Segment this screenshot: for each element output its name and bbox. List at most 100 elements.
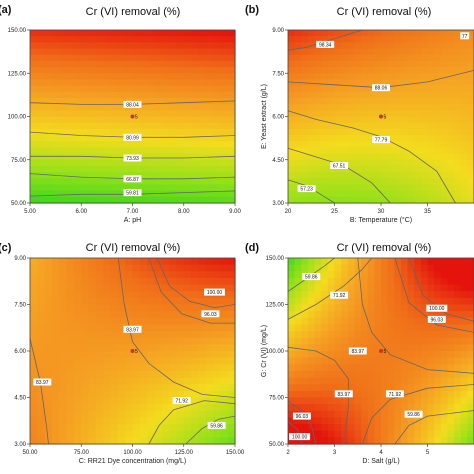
surface-cell: [414, 165, 422, 173]
y-tick-label: 4.50: [14, 396, 26, 402]
surface-cell: [407, 159, 415, 167]
surface-cell: [307, 36, 316, 43]
surface-cell: [381, 370, 389, 379]
surface-cell: [59, 128, 68, 136]
contour-label: 71.92: [333, 293, 346, 299]
surface-cell: [81, 91, 90, 99]
surface-cell: [154, 317, 163, 326]
surface-cell: [103, 317, 112, 326]
surface-cell: [213, 172, 221, 179]
contour-label: 100.00: [207, 290, 223, 296]
surface-cell: [37, 291, 46, 299]
surface-cell: [81, 337, 90, 345]
surface-cell: [367, 153, 375, 161]
surface-cell: [125, 73, 134, 81]
surface-cell: [400, 311, 409, 319]
surface-cell: [327, 271, 336, 279]
surface-cell: [205, 184, 214, 192]
surface-cell: [30, 104, 38, 111]
surface-cell: [321, 79, 329, 87]
surface-cell: [103, 384, 112, 392]
surface-cell: [427, 122, 435, 130]
y-tick-label: 150.00: [8, 28, 27, 34]
surface-cell: [307, 304, 316, 312]
surface-cell: [154, 404, 163, 412]
surface-cell: [81, 384, 90, 392]
surface-cell: [354, 60, 362, 68]
surface-cell: [407, 85, 415, 93]
surface-cell: [467, 351, 474, 359]
surface-cell: [103, 42, 112, 50]
surface-cell: [367, 73, 375, 81]
surface-cell: [414, 122, 422, 130]
surface-cell: [381, 122, 389, 130]
surface-cell: [213, 85, 221, 93]
surface-cell: [420, 141, 429, 148]
surface-cell: [327, 91, 336, 99]
surface-cell: [220, 277, 229, 286]
surface-cell: [132, 430, 141, 438]
surface-cell: [374, 60, 382, 68]
surface-cell: [139, 430, 148, 438]
surface-cell: [434, 135, 442, 142]
surface-cell: [30, 178, 38, 186]
surface-cell: [191, 184, 199, 192]
surface-cell: [147, 331, 156, 339]
surface-cell: [66, 36, 75, 43]
surface-cell: [51, 344, 60, 352]
surface-cell: [288, 196, 296, 204]
surface-cell: [347, 165, 356, 173]
surface-cell: [440, 79, 449, 87]
surface-cell: [407, 331, 415, 339]
surface-cell: [288, 190, 296, 198]
surface-cell: [66, 147, 75, 155]
y-tick-label: 4.50: [272, 158, 284, 164]
surface-cell: [205, 48, 214, 56]
surface-cell: [220, 311, 229, 319]
surface-cell: [213, 79, 221, 87]
surface-cell: [400, 384, 409, 392]
surface-cell: [139, 60, 148, 68]
surface-cell: [454, 291, 462, 299]
surface-cell: [37, 122, 46, 130]
surface-cell: [88, 311, 97, 319]
surface-cell: [321, 128, 329, 136]
chart-title: Cr (VI) removal (%): [337, 242, 432, 254]
surface-cell: [161, 153, 170, 161]
surface-cell: [394, 324, 402, 332]
surface-cell: [176, 147, 185, 155]
surface-cell: [59, 324, 68, 332]
surface-cell: [37, 364, 46, 372]
surface-cell: [440, 430, 449, 438]
surface-cell: [387, 67, 395, 74]
surface-cell: [37, 357, 46, 365]
surface-cell: [44, 147, 53, 155]
surface-cell: [81, 54, 90, 62]
surface-cell: [132, 377, 141, 385]
surface-cell: [95, 165, 104, 173]
surface-cell: [420, 172, 429, 179]
surface-cell: [381, 172, 389, 179]
panel-letter: (b): [245, 4, 259, 16]
surface-cell: [37, 67, 46, 74]
surface-cell: [95, 384, 104, 392]
surface-cell: [420, 291, 429, 299]
surface-cell: [147, 264, 156, 272]
surface-cell: [117, 178, 126, 186]
surface-cell: [161, 184, 170, 192]
surface-cell: [374, 370, 382, 379]
surface-cell: [227, 165, 236, 173]
surface-cell: [169, 190, 178, 198]
surface-cell: [414, 397, 422, 405]
surface-cell: [361, 331, 369, 339]
surface-cell: [147, 384, 156, 392]
surface-cell: [73, 122, 82, 130]
surface-cell: [227, 48, 236, 56]
surface-cell: [341, 104, 349, 111]
surface-cell: [354, 172, 362, 179]
surface-cell: [341, 153, 349, 161]
surface-cell: [132, 437, 141, 445]
surface-cell: [394, 42, 402, 50]
surface-cell: [434, 437, 442, 445]
surface-cell: [154, 36, 163, 43]
